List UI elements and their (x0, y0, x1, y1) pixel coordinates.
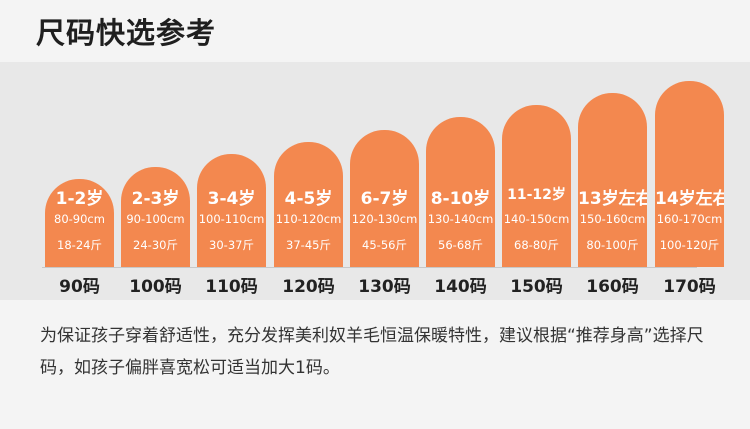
size-advice-note: 为保证孩子穿着舒适性，充分发挥美利奴羊毛恒温保暖特性，建议根据“推荐身高”选择尺… (40, 326, 704, 378)
size-label: 160码 (586, 277, 639, 297)
weight-range: 68-80斤 (514, 238, 559, 252)
size-card: 3-4岁 100-110cm 30-37斤 (197, 154, 266, 267)
size-card: 1-2岁 80-90cm 18-24斤 (45, 179, 114, 267)
age-label: 1-2岁 (55, 189, 104, 209)
size-label: 90码 (59, 277, 100, 297)
size-chart-panel: 1-2岁 80-90cm 18-24斤 90码 2-3岁 90-100cm 24-30斤 10… (0, 62, 750, 300)
size-card: 8-10岁 130-140cm 56-68斤 (426, 117, 495, 267)
size-card: 13岁左右 150-160cm 80-100斤 (578, 93, 647, 267)
weight-range: 24-30斤 (133, 238, 178, 252)
weight-range: 37-45斤 (286, 238, 331, 252)
age-label: 2-3岁 (131, 189, 180, 209)
age-label: 11-12岁 (507, 187, 566, 203)
size-card: 6-7岁 120-130cm 45-56斤 (350, 130, 419, 267)
size-card: 14岁左右 160-170cm 100-120斤 (655, 81, 724, 267)
weight-range: 18-24斤 (57, 238, 102, 252)
size-chart: 1-2岁 80-90cm 18-24斤 90码 2-3岁 90-100cm 24-30斤 10… (0, 62, 750, 300)
weight-range: 45-56斤 (362, 238, 407, 252)
height-range: 160-170cm (656, 212, 723, 226)
size-card: 2-3岁 90-100cm 24-30斤 (121, 167, 190, 267)
size-label: 110码 (205, 277, 258, 297)
height-range: 100-110cm (198, 212, 265, 226)
size-label: 120码 (282, 277, 335, 297)
size-label: 170码 (663, 277, 716, 297)
weight-range: 30-37斤 (209, 238, 254, 252)
height-range: 150-160cm (579, 212, 646, 226)
height-range: 90-100cm (126, 212, 185, 226)
size-card: 11-12岁 140-150cm 68-80斤 (502, 105, 571, 267)
weight-range: 56-68斤 (438, 238, 483, 252)
height-range: 130-140cm (427, 212, 494, 226)
size-label: 100码 (129, 277, 182, 297)
size-card: 4-5岁 110-120cm 37-45斤 (274, 142, 343, 267)
age-label: 4-5岁 (284, 189, 333, 209)
age-label: 8-10岁 (430, 189, 491, 209)
height-range: 80-90cm (54, 212, 105, 226)
weight-range: 100-120斤 (659, 238, 720, 252)
height-range: 120-130cm (351, 212, 418, 226)
height-range: 110-120cm (275, 212, 342, 226)
weight-range: 80-100斤 (586, 238, 639, 252)
height-range: 140-150cm (503, 212, 570, 226)
baseline-divider (42, 267, 697, 268)
page-title: 尺码快选参考 (36, 16, 217, 50)
size-label: 130码 (358, 277, 411, 297)
size-label: 140码 (434, 277, 487, 297)
age-label: 14岁左右 (655, 189, 724, 209)
age-label: 3-4岁 (207, 189, 256, 209)
size-label: 150码 (510, 277, 563, 297)
age-label: 6-7岁 (360, 189, 409, 209)
age-label: 13岁左右 (578, 189, 647, 209)
